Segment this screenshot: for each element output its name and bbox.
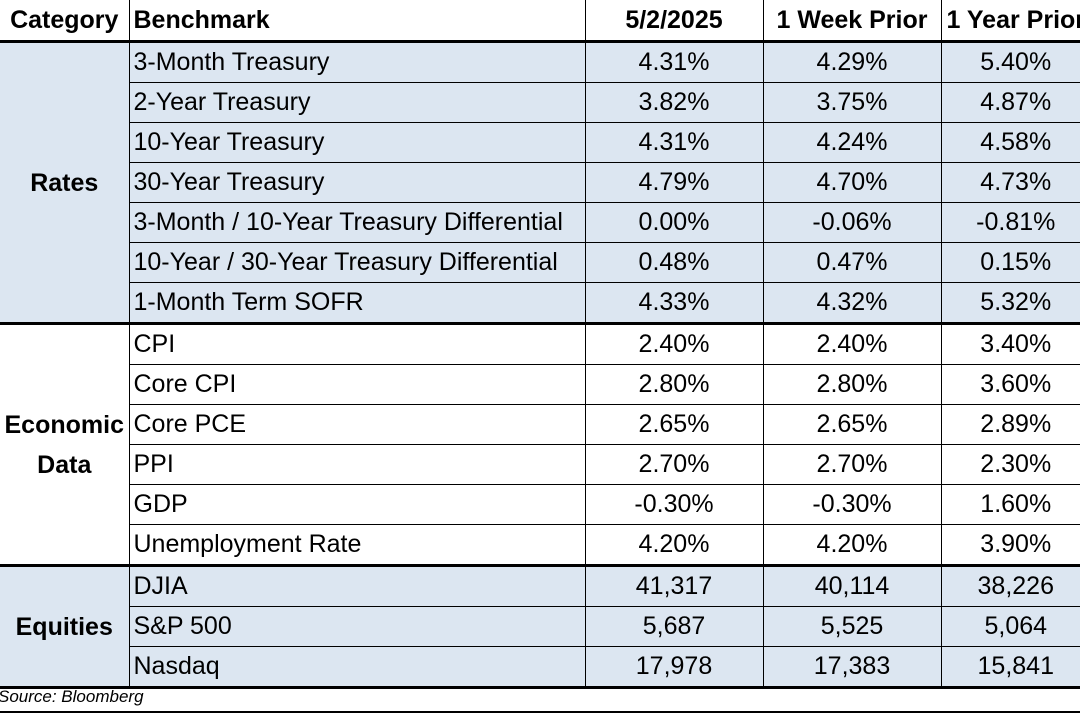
bottom-divider xyxy=(0,711,1080,713)
current-value: 4.79% xyxy=(584,162,763,203)
week-prior-value: 5,525 xyxy=(762,606,941,647)
week-prior-value: 2.70% xyxy=(762,444,941,485)
benchmark-cell: 10-Year / 30-Year Treasury Differential xyxy=(128,242,585,283)
week-prior-value: 2.80% xyxy=(762,364,941,405)
year-prior-value: 15,841 xyxy=(940,646,1080,689)
week-prior-value: 4.32% xyxy=(762,282,941,325)
year-prior-value: 3.90% xyxy=(940,524,1080,567)
benchmark-cell: PPI xyxy=(128,444,585,485)
year-prior-value: 4.58% xyxy=(940,122,1080,163)
header-benchmark: Benchmark xyxy=(128,0,585,43)
table-row: 10-Year / 30-Year Treasury Differential … xyxy=(0,242,1080,283)
benchmark-cell: Core CPI xyxy=(128,364,585,405)
benchmark-cell: GDP xyxy=(128,484,585,525)
year-prior-value: 3.40% xyxy=(940,323,1080,365)
category-label: Equities xyxy=(0,565,129,689)
year-prior-value: 5.40% xyxy=(940,41,1080,83)
year-prior-value: 5.32% xyxy=(940,282,1080,325)
current-value: 2.65% xyxy=(584,404,763,445)
week-prior-value: 2.65% xyxy=(762,404,941,445)
benchmark-cell: 10-Year Treasury xyxy=(128,122,585,163)
benchmark-cell: 3-Month / 10-Year Treasury Differential xyxy=(128,202,585,243)
benchmark-cell: DJIA xyxy=(128,565,585,607)
current-value: 41,317 xyxy=(584,565,763,607)
current-value: 4.31% xyxy=(584,41,763,83)
current-value: 0.00% xyxy=(584,202,763,243)
year-prior-value: 2.30% xyxy=(940,444,1080,485)
table-row: Rates 3-Month Treasury 4.31% 4.29% 5.40% xyxy=(0,41,1080,325)
current-value: 5,687 xyxy=(584,606,763,647)
header-date: 5/2/2025 xyxy=(584,0,763,43)
week-prior-value: 4.20% xyxy=(762,524,941,567)
table-row: 30-Year Treasury 4.79% 4.70% 4.73% xyxy=(0,162,1080,203)
current-value: 17,978 xyxy=(584,646,763,689)
current-value: 4.33% xyxy=(584,282,763,325)
category-label: Rates xyxy=(0,41,129,325)
benchmark-cell: S&P 500 xyxy=(128,606,585,647)
week-prior-value: 4.24% xyxy=(762,122,941,163)
week-prior-value: 40,114 xyxy=(762,565,941,607)
current-value: 0.48% xyxy=(584,242,763,283)
week-prior-value: 2.40% xyxy=(762,323,941,365)
year-prior-value: 2.89% xyxy=(940,404,1080,445)
benchmark-cell: CPI xyxy=(128,323,585,365)
week-prior-value: 0.47% xyxy=(762,242,941,283)
benchmark-cell: Core PCE xyxy=(128,404,585,445)
year-prior-value: 4.87% xyxy=(940,82,1080,123)
year-prior-value: 4.73% xyxy=(940,162,1080,203)
table-row: Economic Data CPI 2.40% 2.40% 3.40% xyxy=(0,323,1080,567)
current-value: 2.80% xyxy=(584,364,763,405)
table-row: Equities DJIA 41,317 40,114 38,226 xyxy=(0,565,1080,689)
week-prior-value: -0.06% xyxy=(762,202,941,243)
year-prior-value: 3.60% xyxy=(940,364,1080,405)
benchmark-cell: 1-Month Term SOFR xyxy=(128,282,585,325)
table-row: GDP -0.30% -0.30% 1.60% xyxy=(0,484,1080,525)
source-note: Source: Bloomberg xyxy=(0,687,144,706)
week-prior-value: 4.29% xyxy=(762,41,941,83)
group-equities: Equities DJIA 41,317 40,114 38,226 S&P 5… xyxy=(0,565,1080,689)
market-benchmark-table: Category Benchmark 5/2/2025 1 Week Prior… xyxy=(0,0,1080,689)
header-row: Category Benchmark 5/2/2025 1 Week Prior… xyxy=(0,0,1080,43)
group-economic-data: Economic Data CPI 2.40% 2.40% 3.40% Core… xyxy=(0,323,1080,567)
week-prior-value: 3.75% xyxy=(762,82,941,123)
current-value: 2.70% xyxy=(584,444,763,485)
category-label: Economic Data xyxy=(0,323,129,567)
table-row: S&P 500 5,687 5,525 5,064 xyxy=(0,606,1080,647)
benchmark-cell: Unemployment Rate xyxy=(128,524,585,567)
table-row: PPI 2.70% 2.70% 2.30% xyxy=(0,444,1080,485)
group-rates: Rates 3-Month Treasury 4.31% 4.29% 5.40%… xyxy=(0,41,1080,325)
year-prior-value: -0.81% xyxy=(940,202,1080,243)
year-prior-value: 1.60% xyxy=(940,484,1080,525)
year-prior-value: 38,226 xyxy=(940,565,1080,607)
current-value: -0.30% xyxy=(584,484,763,525)
benchmark-cell: 30-Year Treasury xyxy=(128,162,585,203)
table-row: Core PCE 2.65% 2.65% 2.89% xyxy=(0,404,1080,445)
table-row: 2-Year Treasury 3.82% 3.75% 4.87% xyxy=(0,82,1080,123)
current-value: 2.40% xyxy=(584,323,763,365)
week-prior-value: 17,383 xyxy=(762,646,941,689)
table-row: Core CPI 2.80% 2.80% 3.60% xyxy=(0,364,1080,405)
benchmark-cell: 3-Month Treasury xyxy=(128,41,585,83)
year-prior-value: 5,064 xyxy=(940,606,1080,647)
current-value: 4.20% xyxy=(584,524,763,567)
week-prior-value: -0.30% xyxy=(762,484,941,525)
table-row: 10-Year Treasury 4.31% 4.24% 4.58% xyxy=(0,122,1080,163)
table-row: Nasdaq 17,978 17,383 15,841 xyxy=(0,646,1080,689)
current-value: 3.82% xyxy=(584,82,763,123)
table-row: 3-Month / 10-Year Treasury Differential … xyxy=(0,202,1080,243)
current-value: 4.31% xyxy=(584,122,763,163)
year-prior-value: 0.15% xyxy=(940,242,1080,283)
header-year-prior: 1 Year Prior xyxy=(940,0,1080,43)
benchmark-cell: 2-Year Treasury xyxy=(128,82,585,123)
week-prior-value: 4.70% xyxy=(762,162,941,203)
benchmark-cell: Nasdaq xyxy=(128,646,585,689)
header-week-prior: 1 Week Prior xyxy=(762,0,941,43)
table-row: Unemployment Rate 4.20% 4.20% 3.90% xyxy=(0,524,1080,567)
table-row: 1-Month Term SOFR 4.33% 4.32% 5.32% xyxy=(0,282,1080,325)
header-category: Category xyxy=(0,0,129,43)
